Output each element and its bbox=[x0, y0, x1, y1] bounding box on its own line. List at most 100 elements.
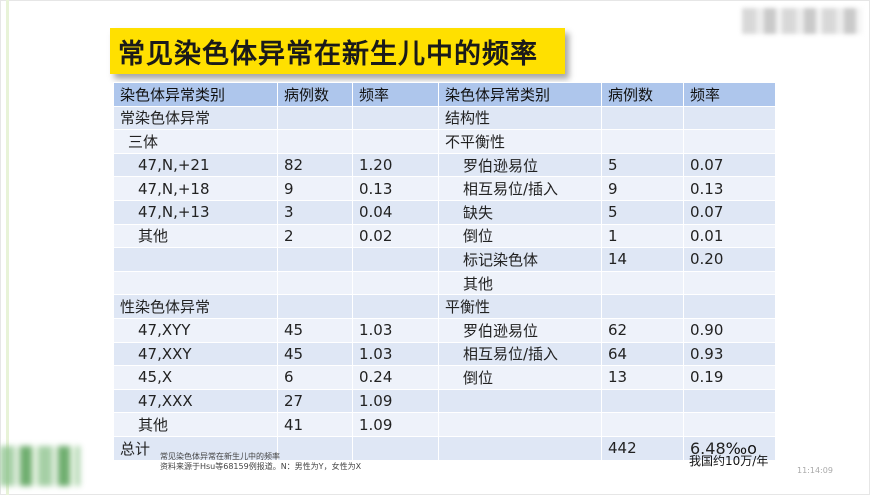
cell-frequency-right bbox=[683, 129, 776, 154]
cell-cases-left: 27 bbox=[277, 388, 353, 414]
cell-cases-right bbox=[601, 294, 684, 319]
table-row: 三体 不平衡性 bbox=[113, 129, 776, 154]
cell-frequency-left bbox=[352, 247, 439, 272]
cell-cases-left: 41 bbox=[277, 412, 353, 437]
cell-frequency-left bbox=[352, 105, 439, 131]
cell-cases-left bbox=[277, 129, 353, 154]
china-annual-note: 我国约10万/年 bbox=[689, 454, 769, 468]
cell-category-left: 总计 bbox=[113, 435, 278, 461]
cell-cases-right bbox=[601, 412, 684, 437]
blurred-logo-bottom-left bbox=[0, 446, 80, 486]
cell-category-right: 相互易位/插入 bbox=[438, 176, 602, 201]
cell-frequency-left: 0.13 bbox=[352, 176, 439, 201]
cell-cases-left: 9 bbox=[277, 176, 353, 201]
per-mille-unit: ‰o bbox=[725, 438, 757, 458]
table-row: 其他 41 1.09 bbox=[113, 412, 776, 437]
cell-cases-left: 45 bbox=[277, 317, 353, 343]
cell-cases-left bbox=[277, 294, 353, 319]
table-row: 总计 442 6.48‰o bbox=[113, 435, 776, 461]
cell-category-left: 性染色体异常 bbox=[113, 294, 278, 319]
table-row: 45,X 6 0.24 倒位 13 0.19 bbox=[113, 365, 776, 390]
table-row: 47,XYY 45 1.03 罗伯逊易位 62 0.90 bbox=[113, 317, 776, 343]
cell-frequency-right bbox=[683, 105, 776, 131]
cell-category-left: 45,X bbox=[113, 365, 278, 390]
cell-category-right: 平衡性 bbox=[438, 294, 602, 319]
cell-frequency-right bbox=[683, 388, 776, 414]
cell-cases-right: 442 bbox=[601, 435, 684, 461]
cell-cases-left bbox=[277, 247, 353, 272]
cell-frequency-right: 0.07 bbox=[683, 199, 776, 225]
cell-category-right: 不平衡性 bbox=[438, 129, 602, 154]
cell-frequency-right: 0.01 bbox=[683, 223, 776, 249]
cell-frequency-right: 0.20 bbox=[683, 247, 776, 272]
header-cases-left: 病例数 bbox=[277, 82, 353, 107]
cell-cases-right: 9 bbox=[601, 176, 684, 201]
cell-frequency-right: 0.07 bbox=[683, 152, 776, 178]
cell-category-left: 47,N,+21 bbox=[113, 152, 278, 178]
cell-cases-left bbox=[277, 435, 353, 461]
header-cases-right: 病例数 bbox=[601, 82, 684, 107]
table-body: 染色体异常类别 病例数 频率 染色体异常类别 病例数 频率 常染色体异常 结构性三… bbox=[113, 82, 776, 461]
cell-category-right: 倒位 bbox=[438, 223, 602, 249]
timestamp: 11:14:09 bbox=[797, 466, 833, 475]
cell-category-left: 常染色体异常 bbox=[113, 105, 278, 131]
cell-frequency-left: 1.09 bbox=[352, 412, 439, 437]
cell-frequency-right bbox=[683, 412, 776, 437]
cell-category-left: 47,N,+13 bbox=[113, 199, 278, 225]
cell-frequency-left bbox=[352, 270, 439, 296]
table-row: 标记染色体 14 0.20 bbox=[113, 247, 776, 272]
cell-frequency-right: 0.19 bbox=[683, 365, 776, 390]
cell-cases-left bbox=[277, 270, 353, 296]
table-row: 性染色体异常 平衡性 bbox=[113, 294, 776, 319]
cell-cases-right bbox=[601, 105, 684, 131]
cell-frequency-left: 0.04 bbox=[352, 199, 439, 225]
cell-cases-right: 5 bbox=[601, 152, 684, 178]
cell-frequency-right: 0.13 bbox=[683, 176, 776, 201]
cell-cases-right: 64 bbox=[601, 341, 684, 367]
table-row: 47,N,+21 82 1.20 罗伯逊易位 5 0.07 bbox=[113, 152, 776, 178]
table-row: 47,N,+18 9 0.13 相互易位/插入 9 0.13 bbox=[113, 176, 776, 201]
left-edge-bar bbox=[6, 0, 9, 495]
cell-category-right bbox=[438, 412, 602, 437]
cell-frequency-left: 0.02 bbox=[352, 223, 439, 249]
cell-frequency-left: 0.24 bbox=[352, 365, 439, 390]
cell-cases-left: 82 bbox=[277, 152, 353, 178]
cell-category-left bbox=[113, 270, 278, 296]
cell-cases-left: 45 bbox=[277, 341, 353, 367]
table-header-row: 染色体异常类别 病例数 频率 染色体异常类别 病例数 频率 bbox=[113, 82, 776, 107]
cell-category-left: 47,XXX bbox=[113, 388, 278, 414]
cell-cases-left bbox=[277, 105, 353, 131]
cell-frequency-right: 0.93 bbox=[683, 341, 776, 367]
cell-category-left: 三体 bbox=[113, 129, 278, 154]
cell-category-left: 47,XXY bbox=[113, 341, 278, 367]
cell-category-left: 其他 bbox=[113, 223, 278, 249]
cell-cases-left: 3 bbox=[277, 199, 353, 225]
cell-frequency-left bbox=[352, 294, 439, 319]
cell-cases-right: 1 bbox=[601, 223, 684, 249]
cell-category-left: 47,N,+18 bbox=[113, 176, 278, 201]
cell-cases-right: 5 bbox=[601, 199, 684, 225]
cell-frequency-left bbox=[352, 435, 439, 461]
cell-category-right: 倒位 bbox=[438, 365, 602, 390]
cell-category-left bbox=[113, 247, 278, 272]
cell-cases-right bbox=[601, 388, 684, 414]
cell-frequency-left: 1.09 bbox=[352, 388, 439, 414]
header-frequency-right: 频率 bbox=[683, 82, 776, 107]
cell-frequency-left: 1.03 bbox=[352, 341, 439, 367]
slide-title: 常见染色体异常在新生儿中的频率 bbox=[118, 38, 538, 70]
table-row: 47,XXY 45 1.03 相互易位/插入 64 0.93 bbox=[113, 341, 776, 367]
cell-cases-right bbox=[601, 129, 684, 154]
cell-category-right: 罗伯逊易位 bbox=[438, 152, 602, 178]
blurred-logo-top-right bbox=[742, 8, 862, 34]
cell-frequency-left: 1.03 bbox=[352, 317, 439, 343]
table-row: 其他 bbox=[113, 270, 776, 296]
cell-category-left: 其他 bbox=[113, 412, 278, 437]
cell-category-left: 47,XYY bbox=[113, 317, 278, 343]
cell-category-right: 结构性 bbox=[438, 105, 602, 131]
cell-cases-right: 14 bbox=[601, 247, 684, 272]
cell-frequency-right: 0.90 bbox=[683, 317, 776, 343]
header-category-left: 染色体异常类别 bbox=[113, 82, 278, 107]
table-row: 常染色体异常 结构性 bbox=[113, 105, 776, 131]
cell-frequency-left bbox=[352, 129, 439, 154]
table-row: 其他 2 0.02 倒位 1 0.01 bbox=[113, 223, 776, 249]
